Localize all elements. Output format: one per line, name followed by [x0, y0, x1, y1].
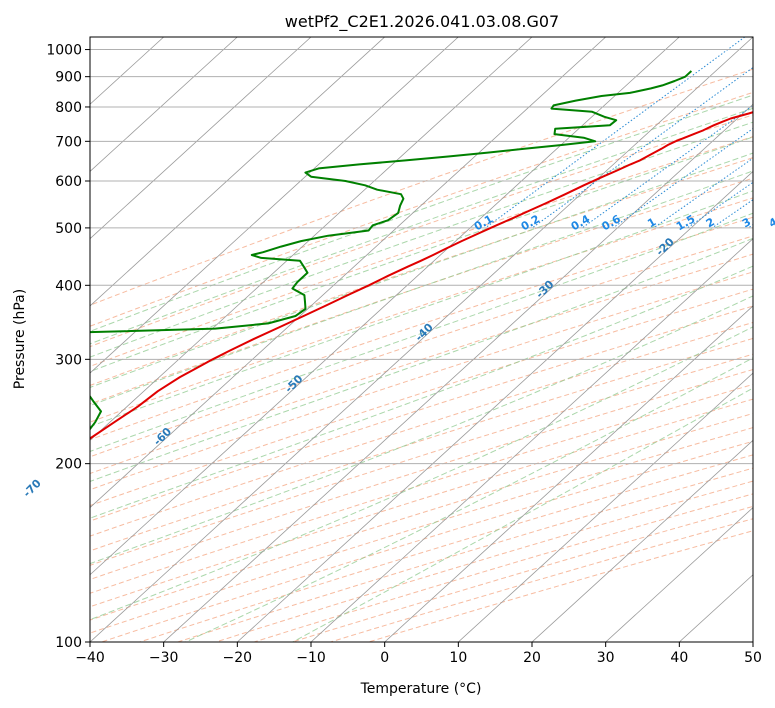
moist-adiabat-line — [90, 152, 753, 388]
isotherm-line — [90, 37, 385, 307]
moist-adiabat-line — [90, 170, 753, 407]
y-tick-label: 700 — [55, 134, 82, 150]
x-tick-label: 40 — [670, 650, 688, 666]
x-tick-label: 10 — [449, 650, 467, 666]
x-tick-label: 30 — [597, 650, 615, 666]
moist-adiabat-line — [90, 121, 753, 358]
x-axis-label: Temperature (°C) — [360, 681, 482, 697]
isotherm-line — [90, 37, 312, 240]
dry-adiabat-line — [90, 288, 753, 507]
x-tick-label: 50 — [744, 650, 762, 666]
temperature-trace — [90, 111, 753, 440]
x-tick-label: −40 — [75, 650, 105, 666]
moist-adiabat-line — [90, 237, 753, 482]
x-tick-label: 0 — [380, 650, 389, 666]
isotherm-line — [90, 37, 459, 374]
mixing-ratio-line — [485, 37, 746, 229]
isotherm-line — [163, 103, 753, 642]
dry-adiabat-line — [90, 68, 753, 306]
y-tick-label: 300 — [55, 352, 82, 368]
isotherm-line — [605, 507, 753, 642]
isotherm-line — [237, 170, 753, 642]
y-axis-label: Pressure (hPa) — [12, 289, 28, 389]
x-tick-label: −30 — [149, 650, 179, 666]
chart-title: wetPf2_C2E1.2026.041.03.08.G07 — [285, 12, 559, 32]
isotherm-line — [90, 37, 533, 441]
moist-adiabat-line — [90, 265, 753, 519]
moist-adiabat-line — [90, 212, 753, 452]
isotherm-label: -10 — [772, 194, 775, 217]
moist-adiabat-line — [90, 107, 753, 345]
x-tick-label: −20 — [223, 650, 253, 666]
isotherm-line — [90, 37, 680, 576]
isotherm-line — [384, 305, 753, 642]
y-tick-label: 500 — [55, 221, 82, 237]
mixing-ratio-line — [531, 66, 753, 229]
x-tick-label: 20 — [523, 650, 541, 666]
y-tick-label: 600 — [55, 174, 82, 190]
dewpoint-trace — [90, 70, 693, 431]
y-tick-label: 100 — [55, 635, 82, 651]
background-lines — [90, 37, 753, 642]
isotherm-line — [90, 37, 606, 509]
mixing-ratio-line — [653, 157, 753, 229]
isotherm-line — [90, 37, 238, 172]
x-axis-ticks: −40 −30 −20 −10 0 10 20 30 40 50 — [75, 642, 762, 666]
isotherm-line — [531, 439, 753, 642]
dry-adiabat-line — [90, 305, 753, 522]
y-tick-label: 400 — [55, 278, 82, 294]
dry-adiabat-line — [90, 321, 753, 537]
dry-adiabat-line — [90, 177, 753, 405]
dry-adiabat-line — [90, 383, 753, 594]
sounding-traces — [90, 70, 753, 440]
isotherm-line — [90, 37, 753, 642]
dry-adiabat-line — [90, 114, 753, 348]
moist-adiabat-line — [90, 94, 753, 332]
isotherm-line — [458, 372, 753, 642]
y-tick-label: 1000 — [46, 43, 82, 59]
y-tick-label: 200 — [55, 457, 82, 473]
dry-adiabat-line — [90, 368, 753, 580]
mixing-ratio-line — [612, 127, 753, 229]
dry-adiabat-line — [90, 337, 753, 552]
moist-adiabat-line — [90, 136, 753, 373]
moist-adiabat-line — [90, 326, 753, 621]
mixing-ratio-label: 4 — [767, 215, 775, 230]
x-tick-label: −10 — [296, 650, 326, 666]
isotherm-line — [310, 238, 753, 642]
mixing-ratio-line — [581, 104, 753, 229]
moist-adiabat-line — [185, 357, 753, 642]
y-tick-label: 800 — [55, 100, 82, 116]
y-tick-label: 900 — [55, 70, 82, 86]
moist-adiabat-line — [90, 295, 753, 565]
moist-adiabat-line — [90, 190, 753, 428]
y-axis-ticks: 100 200 300 400 500 600 700 800 900 1000 — [46, 43, 90, 651]
plot-frame — [89, 36, 754, 643]
